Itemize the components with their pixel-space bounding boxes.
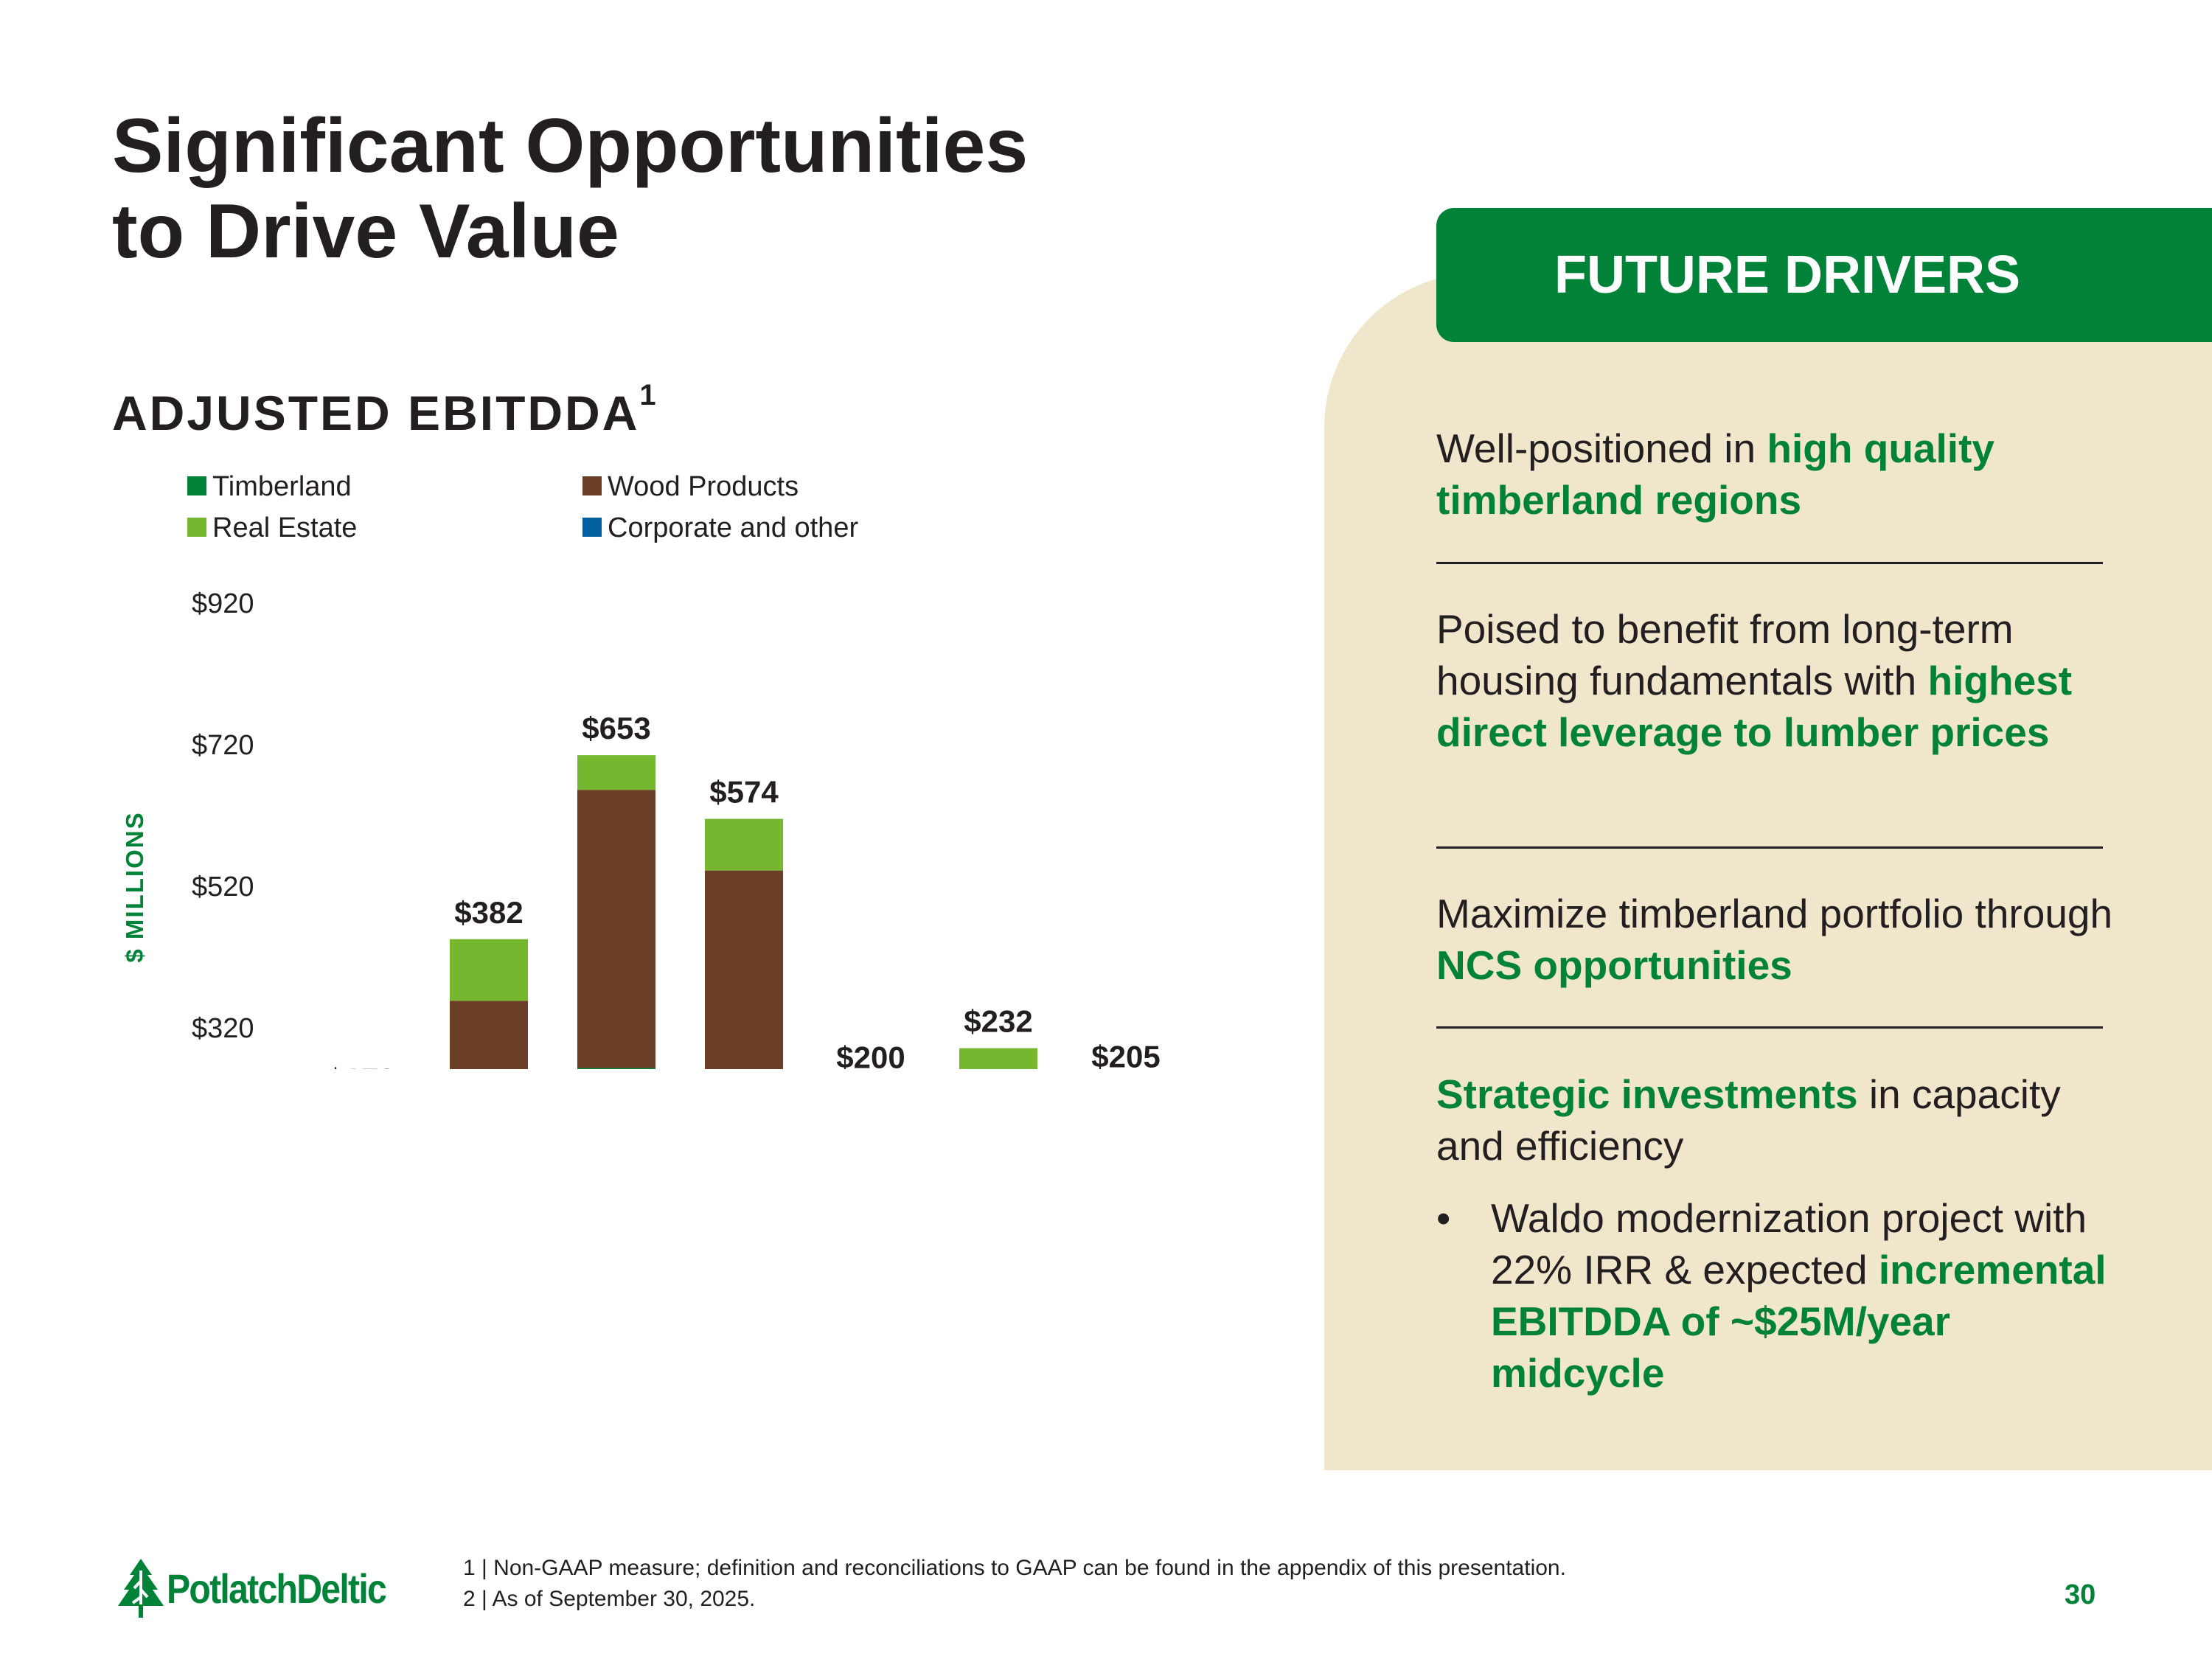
future-drivers-panel [1324,273,2212,1470]
bar-segment-real-estate [705,818,783,871]
bar-segment-real-estate [450,939,528,1001]
driver-item-text: in capacity and efficiency [1436,1071,2061,1169]
legend-swatch [582,518,602,537]
page-title-line-1: Significant Opportunities [112,103,1029,189]
y-tick-label: $320 [192,1013,254,1044]
bar-total-label: $200 [836,1040,905,1069]
bullet-marker: • [1436,1195,1451,1241]
chart-heading-text: ADJUSTED EBITDDA [112,386,640,440]
driver-item-timberland-regions: Well-positioned in high quality timberla… [1436,422,2122,526]
footnotes: 1 | Non-GAAP measure; definition and rec… [463,1553,1566,1615]
bar-total-label: $574 [709,775,779,810]
y-axis-label: $ MILLIONS [121,811,148,962]
ebitdda-chart: Timberland Wood Products Real Estate Corpor… [121,471,1161,1069]
bullet-text: Waldo modernization project with 22% IRR… [1491,1195,2087,1293]
legend-swatch [187,518,206,537]
driver-item-highlight: highest direct leverage to lumber prices [1436,658,2073,755]
bar-segment-timberland [577,1068,655,1069]
tree-icon [118,1559,164,1618]
y-tick-label: $720 [192,730,254,761]
bullet-content: Waldo modernization project with 22% IRR… [1491,1192,2122,1399]
page-title: Significant Opportunities to Drive Value [112,103,1028,274]
driver-item-ncs-opportunities: Maximize timberland portfolio through NC… [1436,888,2122,991]
driver-item-lumber-leverage: Poised to benefit from long-term housing… [1436,603,2122,758]
legend-label: Real Estate [212,512,357,543]
driver-divider [1436,562,2103,564]
bar-segment-real-estate [959,1048,1037,1069]
bar-total-label: $653 [582,711,650,745]
footnote-1: 1 | Non-GAAP measure; definition and rec… [463,1556,1566,1580]
driver-divider [1436,846,2103,849]
driver-item-text: Maximize timberland portfolio through [1436,891,2113,936]
logo-wordmark: PotlatchDeltic [167,1565,387,1612]
legend-label: Wood Products [608,471,799,502]
future-drivers-header: FUTURE DRIVERS [1436,208,2212,342]
driver-item-highlight: NCS opportunities [1436,942,1792,988]
bar-segment-wood-products [450,1001,528,1069]
bar-segment-wood-products [705,870,783,1069]
chart-heading: ADJUSTED EBITDDA1 [112,379,656,441]
bar-total-label: $232 [964,1004,1032,1039]
bar-segment-wood-products [577,790,655,1068]
company-logo: PotlatchDeltic [116,1556,421,1621]
chart-heading-footnote-ref: 1 [639,379,656,411]
driver-item-highlight: high quality timberland regions [1436,425,1994,523]
driver-item-strategic-investments: Strategic investments in capacity and ef… [1436,1068,2122,1172]
driver-divider [1436,1026,2103,1029]
bar-total-label: $205 [1091,1040,1160,1069]
footnote-2: 2 | As of September 30, 2025. [463,1587,756,1611]
legend-swatch [582,476,602,495]
legend-swatch [187,476,206,495]
bar-total-label: $179 [327,1062,395,1069]
legend-label: Timberland [212,471,352,502]
driver-item-text: Poised to benefit from long-term housing… [1436,606,2014,703]
page-title-line-2: to Drive Value [112,189,619,274]
bullet-highlight: incremental EBITDDA of ~$25M/year midcyc… [1491,1247,2107,1396]
bar-segment-real-estate [577,755,655,790]
y-tick-label: $520 [192,872,254,902]
page-number: 30 [2065,1579,2096,1610]
driver-item-text: Well-positioned in [1436,425,1767,471]
driver-item-highlight: Strategic investments [1436,1071,1858,1117]
legend-label: Corporate and other [608,512,858,543]
driver-bullet-waldo: • Waldo modernization project with 22% I… [1436,1192,2122,1399]
bar-total-label: $382 [454,895,523,930]
y-tick-label: $920 [192,588,254,619]
